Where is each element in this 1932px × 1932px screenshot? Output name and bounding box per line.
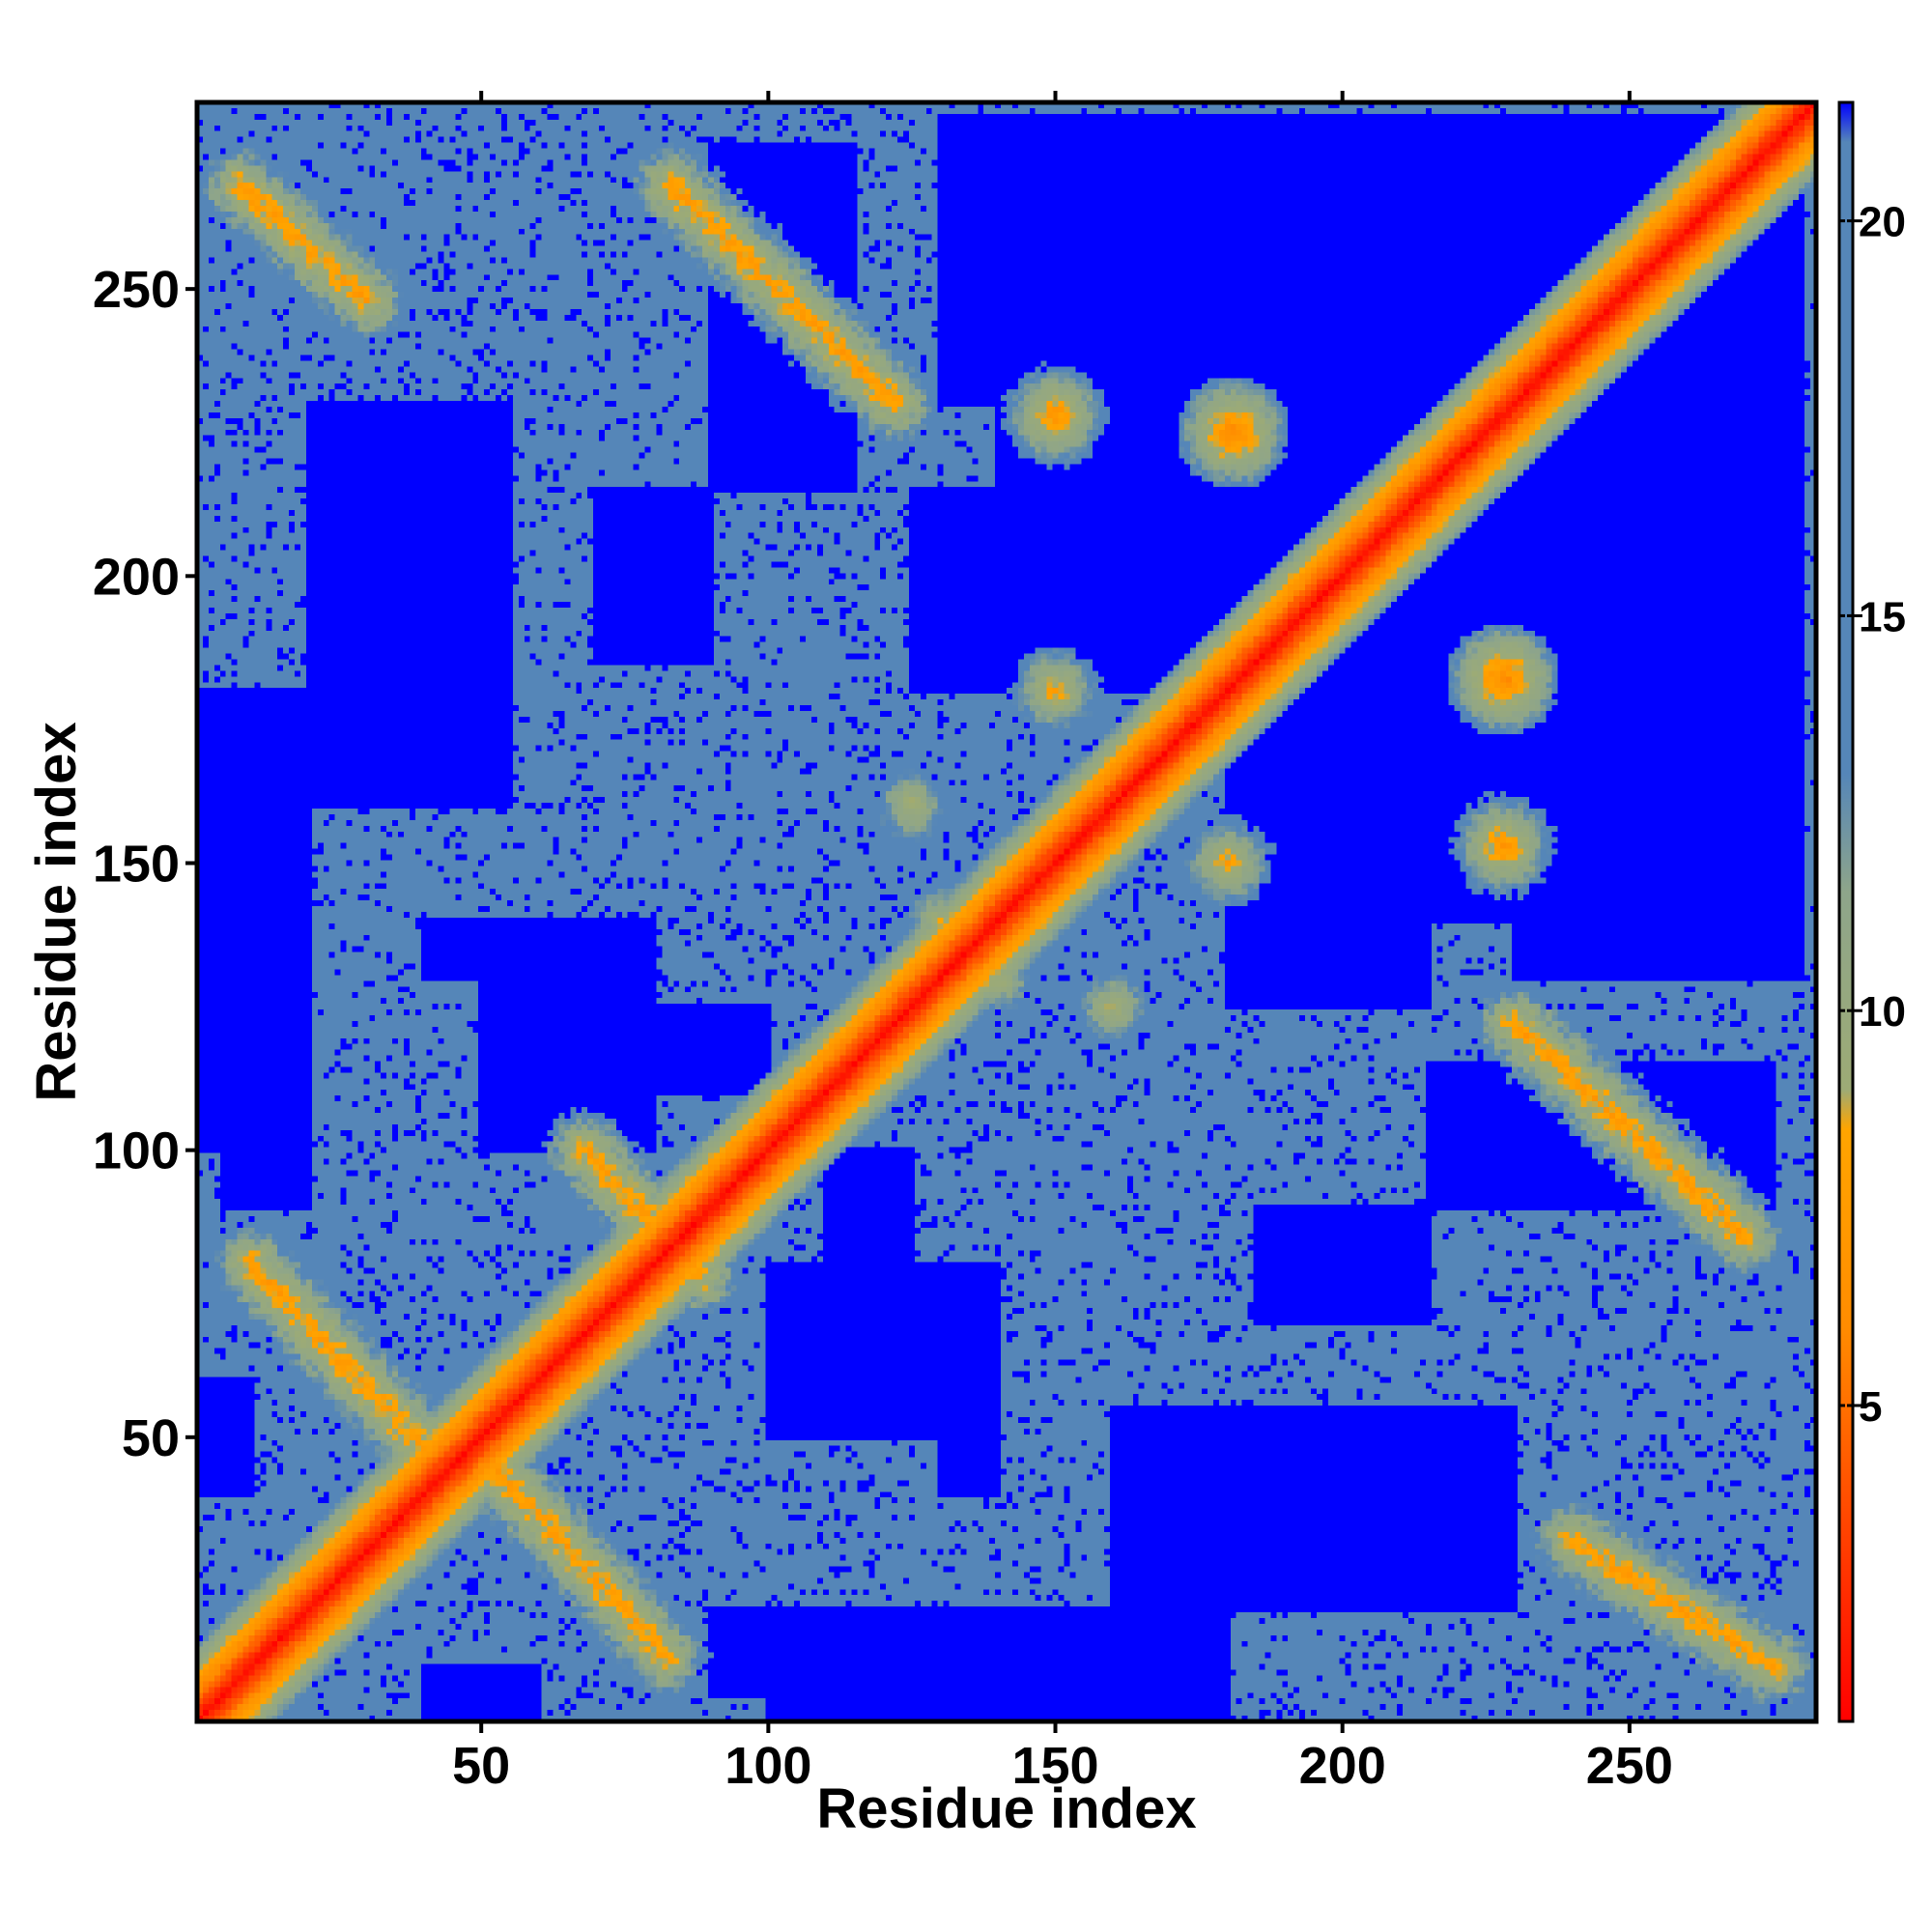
y-axis: 50 100 150 200 250 (93, 261, 197, 1467)
heatmap-cells (197, 102, 1816, 1721)
colorbar (1837, 100, 1855, 1723)
x-tick-label: 150 (1011, 1737, 1098, 1795)
x-axis-label: Residue index (816, 1777, 1196, 1840)
y-tick-label: 150 (93, 835, 180, 893)
colorbar-ticks: 5 10 15 20 (1839, 199, 1906, 1431)
x-tick-label: 200 (1299, 1737, 1386, 1795)
colorbar-tick-label: 10 (1859, 988, 1906, 1036)
x-tick-label: 250 (1586, 1737, 1673, 1795)
colorbar-tick-label: 20 (1859, 199, 1906, 246)
y-tick-label: 50 (122, 1409, 180, 1467)
y-tick-label: 250 (93, 261, 180, 319)
x-tick-label: 50 (452, 1737, 510, 1795)
colorbar-tick-label: 5 (1859, 1383, 1882, 1431)
x-axis: 50 100 150 200 250 (452, 91, 1673, 1795)
y-tick-label: 100 (93, 1122, 180, 1180)
x-tick-label: 100 (724, 1737, 811, 1795)
y-tick-label: 200 (93, 548, 180, 606)
y-axis-label: Residue index (25, 722, 88, 1101)
colorbar-tick-label: 15 (1859, 593, 1906, 640)
plot-frame (194, 99, 1819, 1724)
